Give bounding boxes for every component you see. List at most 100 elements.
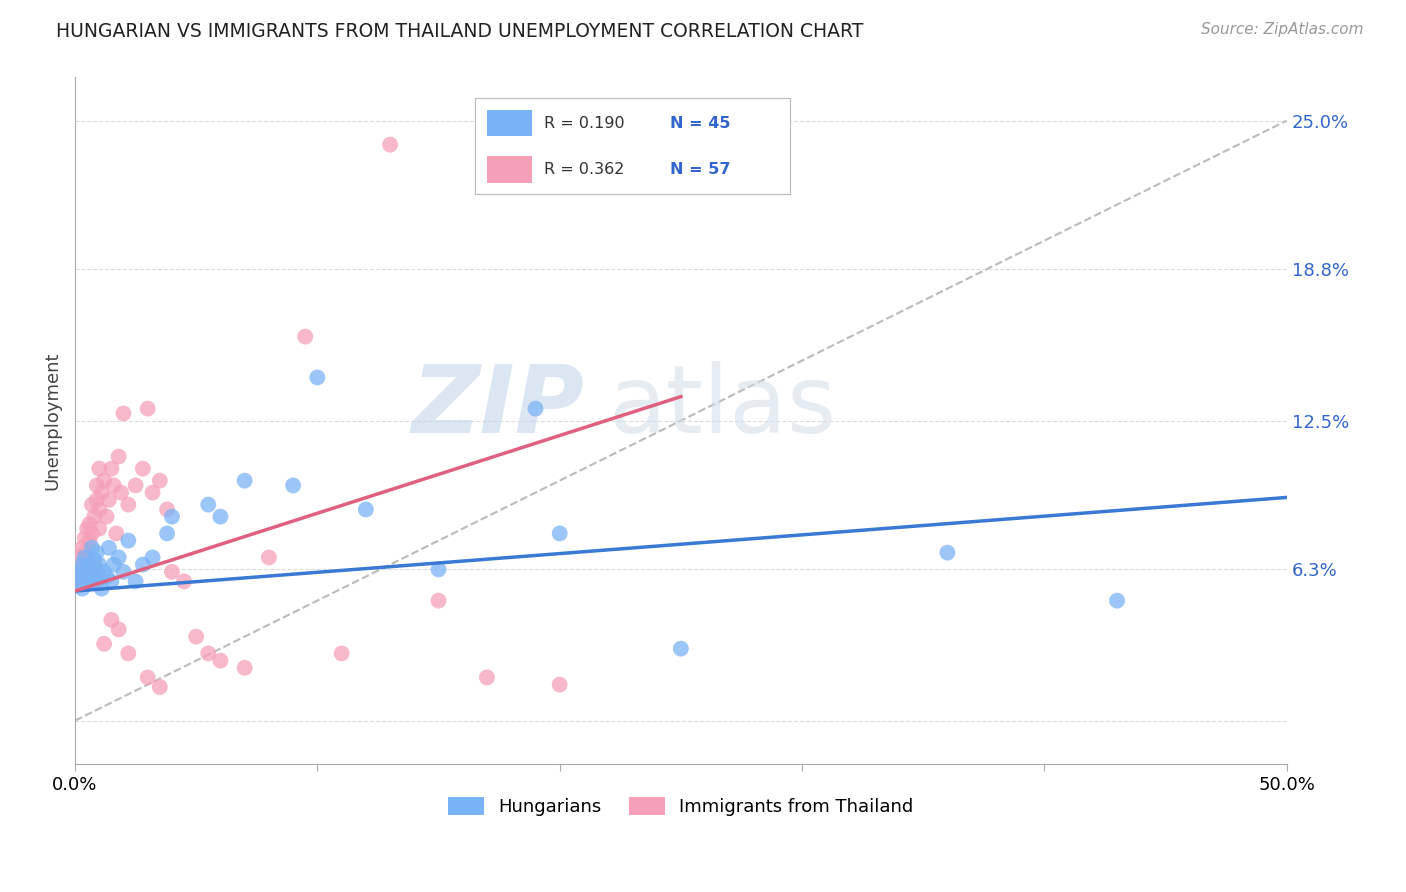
Point <box>475 670 498 684</box>
Point <box>66 569 89 583</box>
Point <box>76 577 98 591</box>
Point <box>93 637 115 651</box>
Point <box>90 485 112 500</box>
Point <box>69 550 91 565</box>
Point <box>209 509 232 524</box>
Point <box>73 531 96 545</box>
Point <box>80 498 103 512</box>
Point <box>96 509 118 524</box>
Point <box>105 526 128 541</box>
Point <box>86 546 108 560</box>
Point <box>186 630 208 644</box>
Point <box>524 401 547 416</box>
Point <box>97 492 120 507</box>
Point <box>89 558 111 572</box>
Point <box>69 569 91 583</box>
Point <box>110 485 132 500</box>
Point <box>83 553 105 567</box>
Point <box>156 526 179 541</box>
Point <box>103 558 125 572</box>
Text: atlas: atlas <box>609 361 837 453</box>
Point <box>936 546 959 560</box>
Point <box>86 478 108 492</box>
Text: HUNGARIAN VS IMMIGRANTS FROM THAILAND UNEMPLOYMENT CORRELATION CHART: HUNGARIAN VS IMMIGRANTS FROM THAILAND UN… <box>56 22 863 41</box>
Point <box>160 565 183 579</box>
Point <box>117 498 139 512</box>
Point <box>79 558 101 572</box>
Point <box>72 558 94 572</box>
Point <box>76 522 98 536</box>
Point <box>80 569 103 583</box>
Text: Source: ZipAtlas.com: Source: ZipAtlas.com <box>1201 22 1364 37</box>
Point <box>427 562 450 576</box>
Point <box>233 474 256 488</box>
Point <box>72 558 94 572</box>
Point <box>136 670 159 684</box>
Point <box>79 516 101 531</box>
Legend: Hungarians, Immigrants from Thailand: Hungarians, Immigrants from Thailand <box>441 789 921 823</box>
Point <box>100 613 122 627</box>
Point <box>96 569 118 583</box>
Text: ZIP: ZIP <box>411 361 583 453</box>
Point <box>73 546 96 560</box>
Point <box>83 562 105 576</box>
Point <box>97 541 120 555</box>
Point <box>307 370 329 384</box>
Point <box>80 526 103 541</box>
Point <box>89 502 111 516</box>
Point <box>100 574 122 589</box>
Point <box>209 654 232 668</box>
Point <box>103 478 125 492</box>
Point <box>1107 593 1129 607</box>
Point <box>72 582 94 596</box>
Point <box>76 550 98 565</box>
Point <box>93 474 115 488</box>
Point <box>197 498 219 512</box>
Point <box>89 461 111 475</box>
Point <box>132 461 155 475</box>
Point <box>354 502 377 516</box>
Point <box>149 680 172 694</box>
Point <box>112 406 135 420</box>
Point <box>142 550 165 565</box>
Point <box>69 574 91 589</box>
Point <box>156 502 179 516</box>
Point <box>117 647 139 661</box>
Point <box>124 478 146 492</box>
Point <box>86 574 108 589</box>
Point <box>66 574 89 589</box>
Point <box>124 574 146 589</box>
Point <box>93 565 115 579</box>
Point <box>76 565 98 579</box>
Point <box>89 522 111 536</box>
Point <box>107 623 129 637</box>
Point <box>160 509 183 524</box>
Point <box>136 401 159 416</box>
Point <box>73 550 96 565</box>
Point <box>427 593 450 607</box>
Point <box>86 492 108 507</box>
Point <box>100 461 122 475</box>
Point <box>80 541 103 555</box>
Point <box>257 550 280 565</box>
Point <box>548 678 571 692</box>
Point <box>548 526 571 541</box>
Point <box>79 533 101 548</box>
Point <box>197 647 219 661</box>
Point <box>149 474 172 488</box>
Point <box>132 558 155 572</box>
Point <box>233 661 256 675</box>
Point <box>378 137 401 152</box>
Point <box>142 485 165 500</box>
Point <box>117 533 139 548</box>
Point <box>83 509 105 524</box>
Point <box>79 574 101 589</box>
Y-axis label: Unemployment: Unemployment <box>44 351 60 490</box>
Point <box>90 582 112 596</box>
Point <box>89 569 111 583</box>
Point <box>66 565 89 579</box>
Point <box>69 565 91 579</box>
Point <box>330 647 353 661</box>
Point <box>112 565 135 579</box>
Point <box>107 550 129 565</box>
